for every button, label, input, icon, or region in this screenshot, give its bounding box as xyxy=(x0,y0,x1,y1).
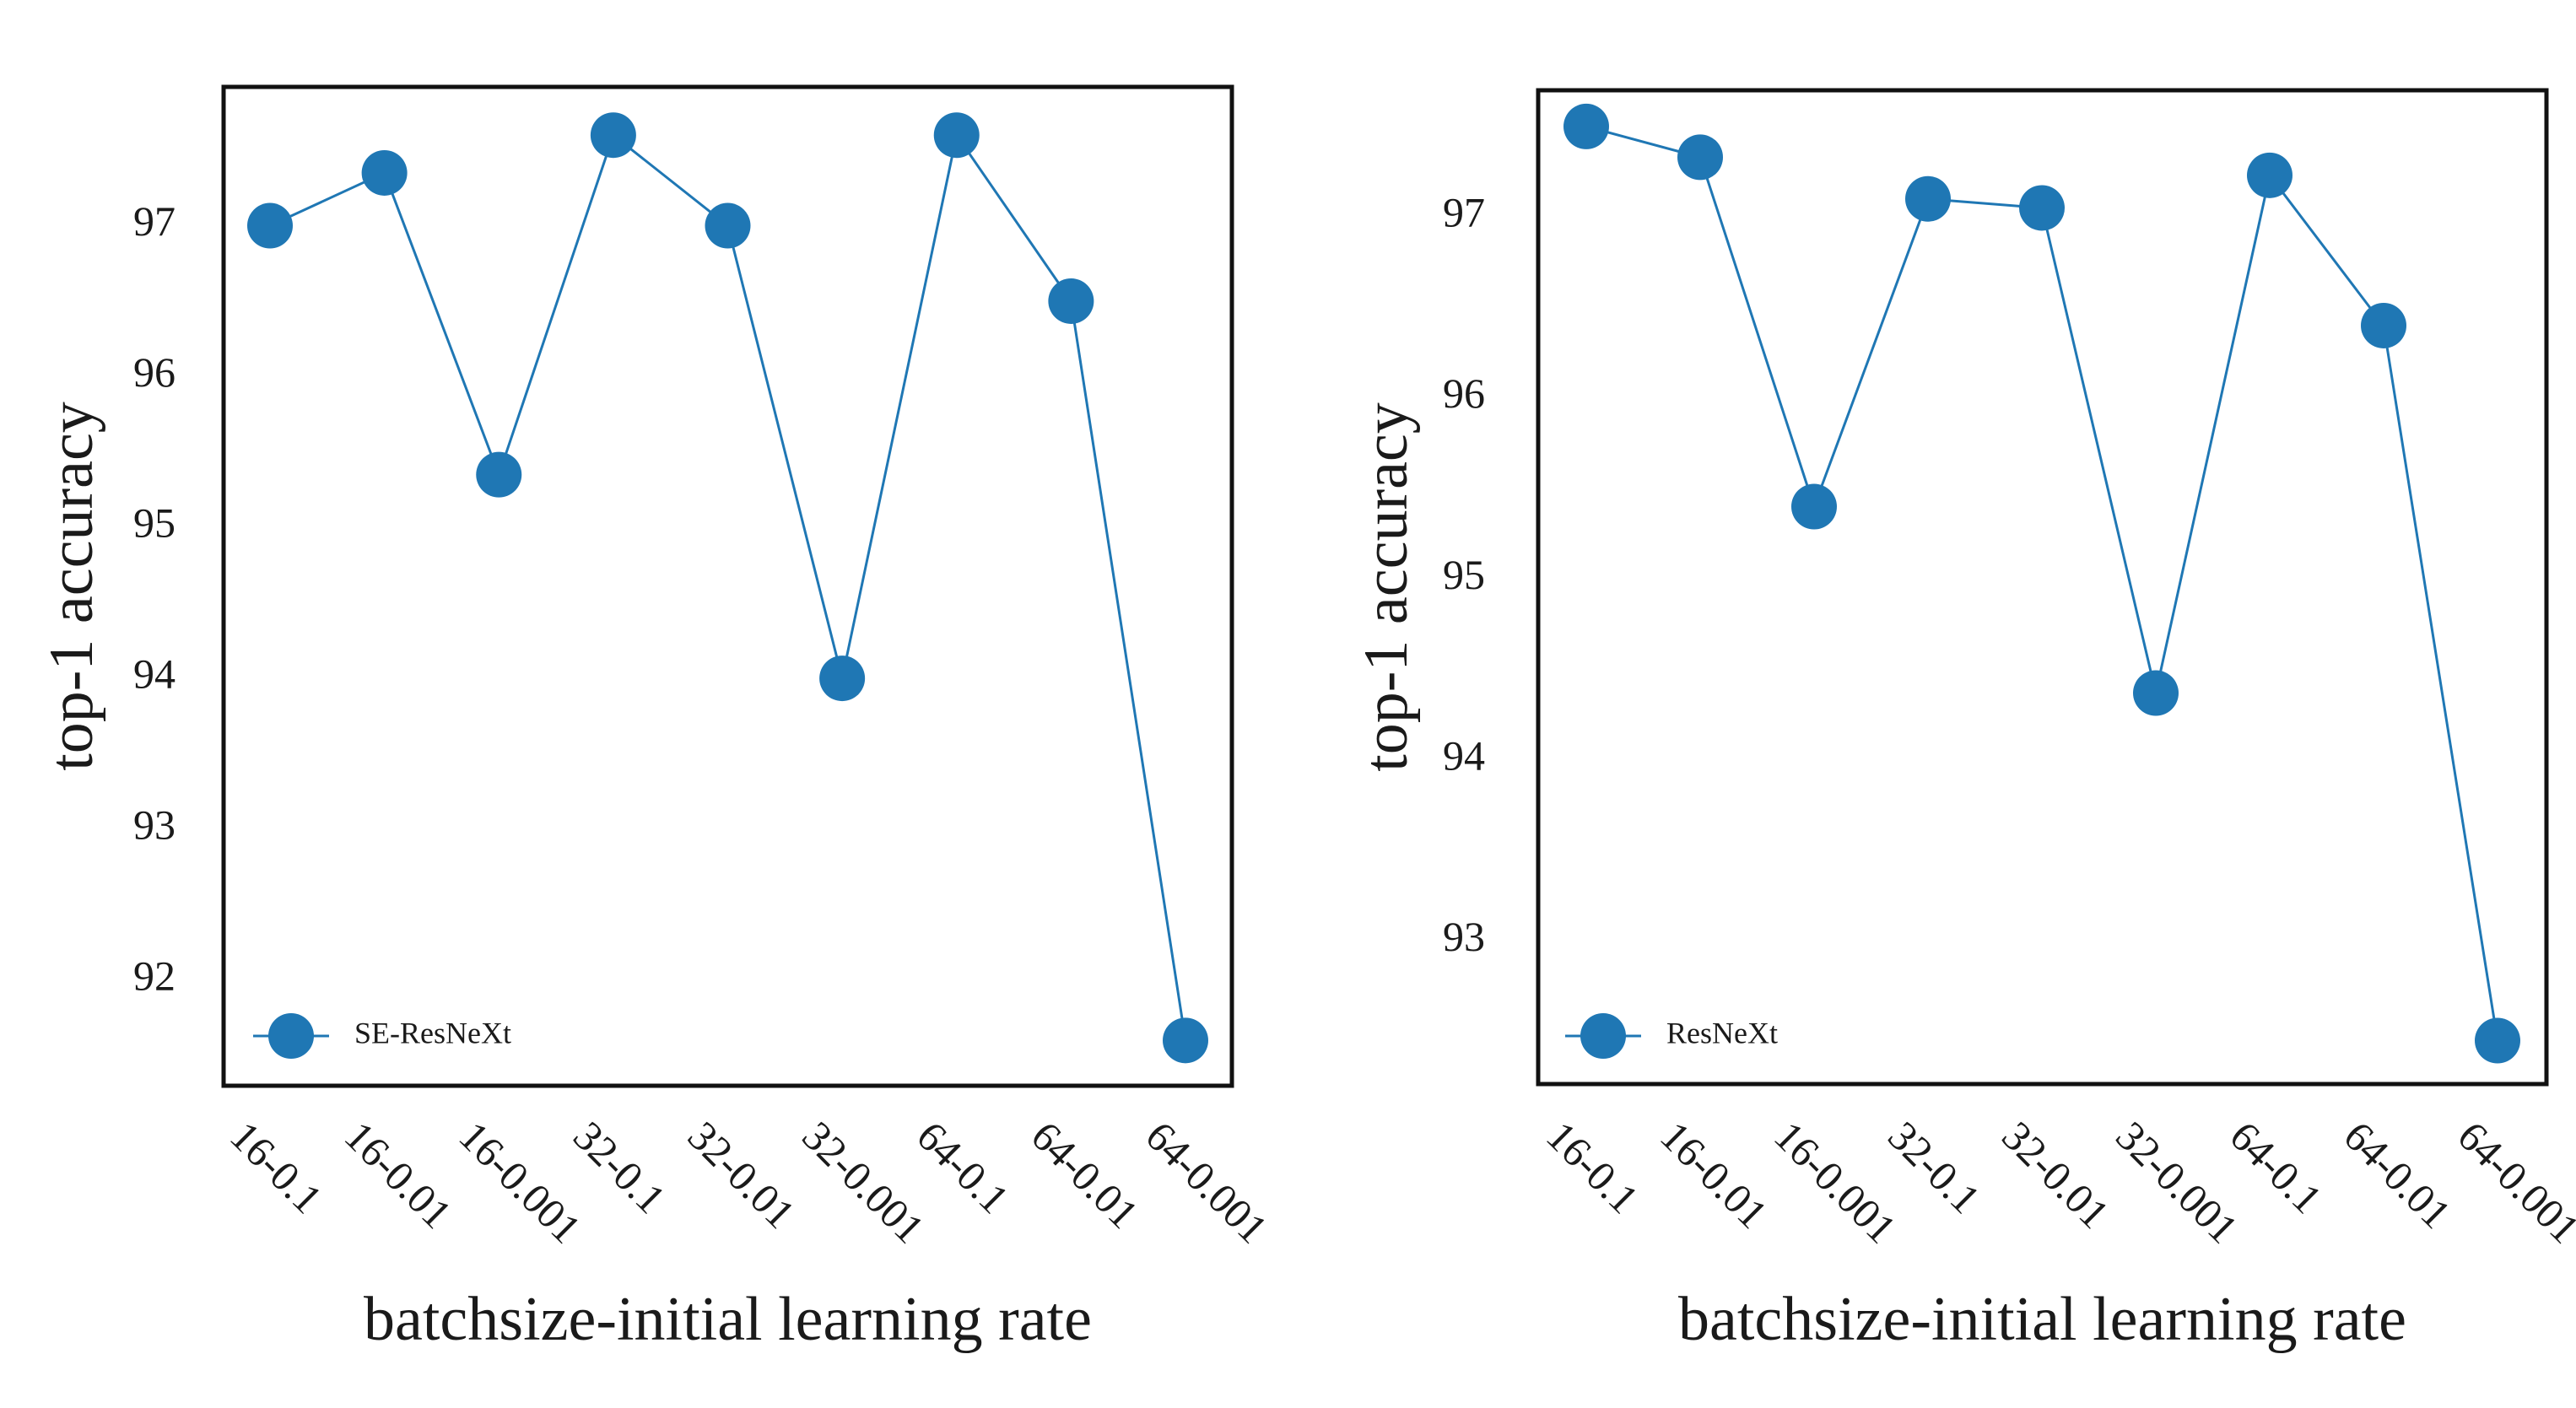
chart2-data-point xyxy=(2133,670,2179,716)
chart2-xtick-label: 64-0.001 xyxy=(2449,1112,2576,1252)
chart1-x-axis-title: batchsize-initial learning rate xyxy=(364,1285,1092,1354)
chart2-xtick-label: 16-0.001 xyxy=(1765,1112,1905,1252)
chart1-legend-label: SE-ResNeXt xyxy=(354,1016,511,1049)
chart2-legend-marker xyxy=(1580,1013,1626,1059)
chart2-xtick-label: 16-0.1 xyxy=(1537,1112,1648,1222)
chart2-xtick-label: 32-0.01 xyxy=(1993,1112,2119,1238)
chart1-ytick-label: 96 xyxy=(133,348,176,396)
chart1-plot-frame xyxy=(221,84,1234,1088)
chart2-xtick-label: 64-0.01 xyxy=(2335,1112,2460,1238)
chart2-data-point xyxy=(2361,302,2406,348)
chart2-ytick-label: 96 xyxy=(1443,370,1485,417)
chart2-xtick-label: 64-0.1 xyxy=(2221,1112,2331,1222)
chart1-ytick-label: 95 xyxy=(133,499,176,547)
chart2-ytick-label: 95 xyxy=(1443,551,1485,598)
chart2-ytick-label: 93 xyxy=(1443,913,1485,960)
chart1-xtick-label: 32-0.01 xyxy=(679,1112,805,1238)
chart2-data-point xyxy=(2247,152,2292,198)
chart2-series-line xyxy=(1585,125,2499,1041)
chart1-data-point xyxy=(361,149,408,196)
chart1-data-point xyxy=(590,112,636,159)
chart2-data-point xyxy=(2019,185,2065,231)
chart2-data-point xyxy=(1791,483,1837,530)
chart1-xtick-label: 32-0.001 xyxy=(793,1112,933,1252)
chart2-ytick-label: 94 xyxy=(1443,731,1485,779)
chart1-ytick-label: 93 xyxy=(133,801,176,848)
chart1-xtick-label: 16-0.001 xyxy=(450,1112,590,1252)
chart2-x-axis-title: batchsize-initial learning rate xyxy=(1678,1285,2406,1354)
chart1-xtick-label: 64-0.01 xyxy=(1023,1112,1148,1238)
chart1-ytick-label: 92 xyxy=(133,952,176,999)
chart1-xtick-label: 64-0.1 xyxy=(908,1112,1018,1222)
chart2-y-axis-title: top-1 accuracy xyxy=(1352,402,1421,772)
chart1-y-axis-title: top-1 accuracy xyxy=(37,402,106,771)
chart2-data-point xyxy=(2475,1017,2520,1064)
chart2-legend-label: ResNeXt xyxy=(1666,1016,1778,1049)
chart1-data-point xyxy=(476,451,522,498)
chart2-data-point xyxy=(1905,175,1951,222)
chart1-xtick-label: 32-0.1 xyxy=(564,1112,675,1222)
chart1-legend-marker xyxy=(268,1013,314,1059)
chart2-xtick-label: 16-0.01 xyxy=(1651,1112,1777,1238)
chart2-data-point xyxy=(1563,103,1609,149)
chart2-xtick-label: 32-0.1 xyxy=(1879,1112,1990,1222)
chart1-ytick-label: 94 xyxy=(133,650,176,698)
chart1-ytick-label: 97 xyxy=(133,197,176,245)
chart1-data-point xyxy=(1163,1017,1208,1064)
chart1-series-line xyxy=(269,132,1187,1041)
chart1-data-point xyxy=(1048,278,1094,324)
chart1-xtick-label: 64-0.001 xyxy=(1137,1112,1277,1252)
chart2-ytick-label: 97 xyxy=(1443,189,1485,236)
chart1-data-point xyxy=(819,655,866,702)
chart2-plot-frame xyxy=(1536,88,2549,1087)
chart1-data-point xyxy=(705,202,751,249)
chart2-data-point xyxy=(1677,134,1723,181)
chart2-xtick-label: 32-0.001 xyxy=(2107,1112,2247,1252)
chart1-xtick-label: 16-0.1 xyxy=(221,1112,332,1222)
chart1-data-point xyxy=(933,112,980,159)
chart1-xtick-label: 16-0.01 xyxy=(336,1112,462,1238)
chart1-data-point xyxy=(247,202,293,249)
